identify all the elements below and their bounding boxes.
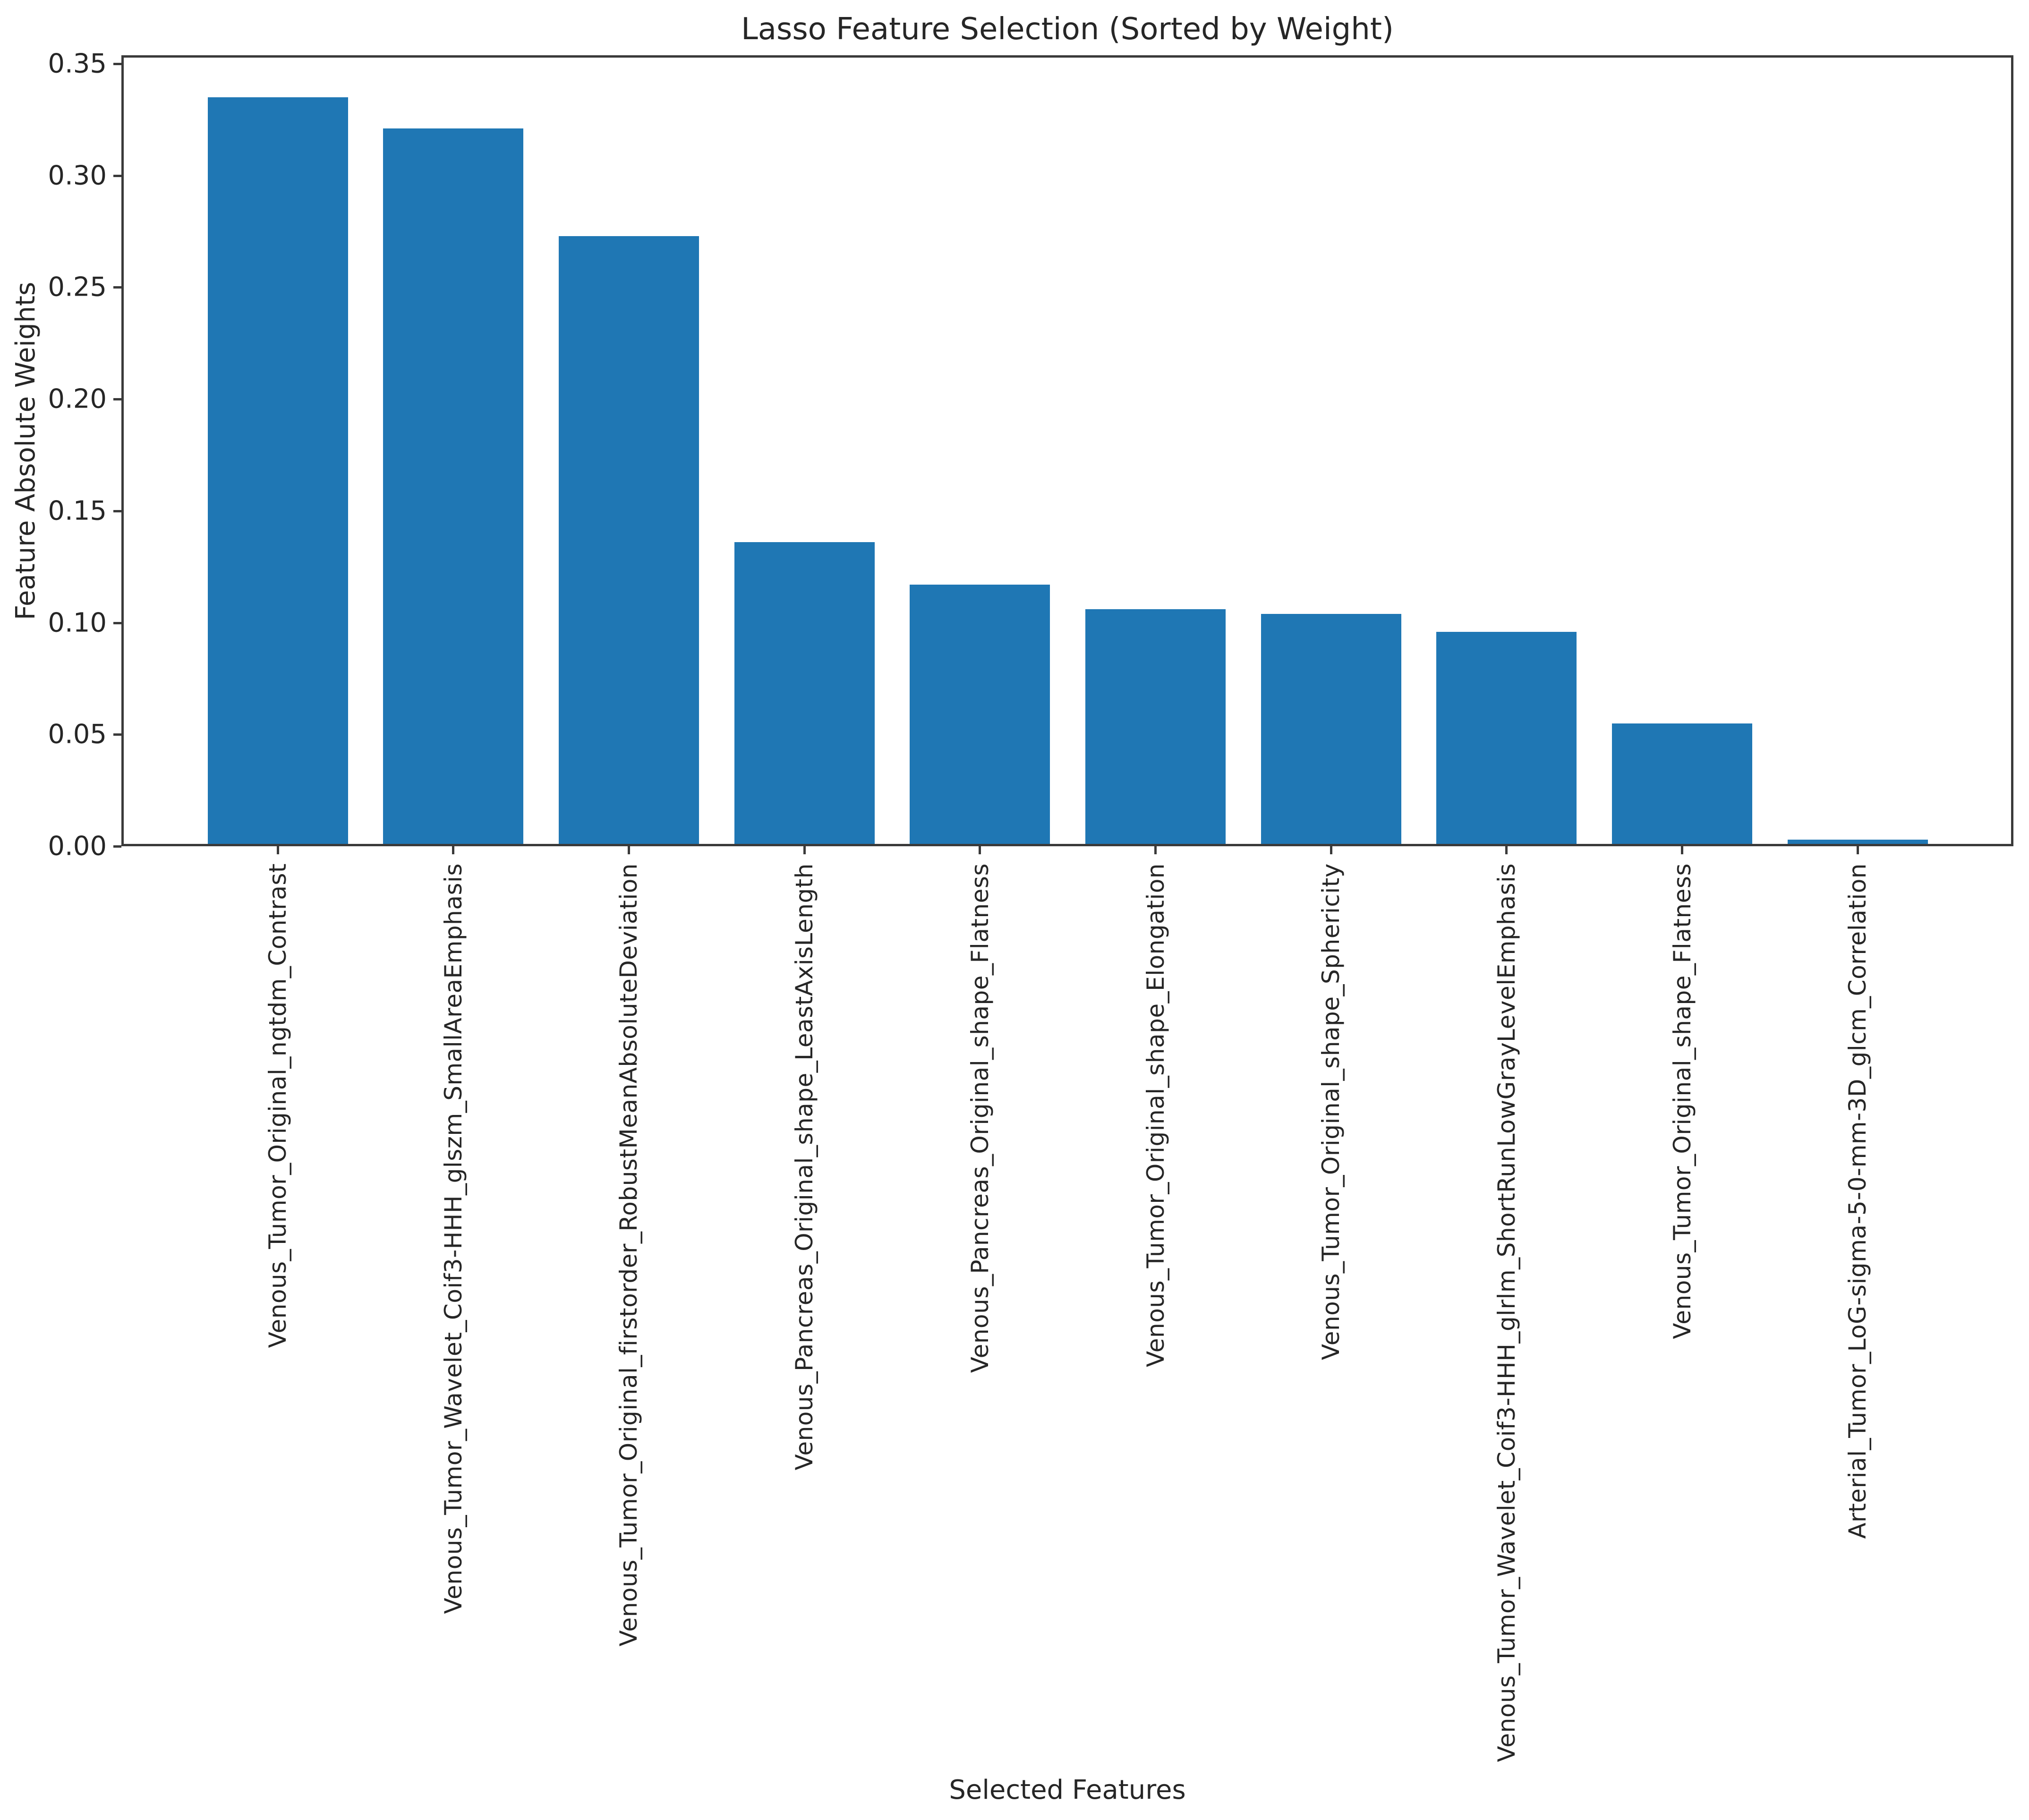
y-tick-label: 0.10 <box>48 607 107 638</box>
y-tick <box>113 510 121 512</box>
x-tick-label: Venous_Tumor_Original_shape_Flatness <box>1669 863 1696 1339</box>
x-tick-label: Venous_Tumor_Original_shape_Sphericity <box>1317 863 1345 1361</box>
bar <box>1085 609 1226 846</box>
x-tick <box>979 846 981 854</box>
bar <box>383 128 523 846</box>
x-tick-label: Venous_Pancreas_Original_shape_LeastAxis… <box>791 863 818 1471</box>
y-axis-label: Feature Absolute Weights <box>10 281 41 621</box>
x-tick <box>452 846 454 854</box>
bar <box>910 585 1050 846</box>
chart-title: Lasso Feature Selection (Sorted by Weigh… <box>741 12 1394 47</box>
y-tick <box>113 63 121 65</box>
bar <box>1261 614 1401 846</box>
y-tick <box>113 845 121 848</box>
x-tick-label: Venous_Tumor_Original_ngtdm_Contrast <box>264 863 291 1348</box>
plot-area-frame <box>121 55 2013 846</box>
x-tick <box>1681 846 1683 854</box>
y-tick <box>113 175 121 177</box>
x-tick <box>277 846 279 854</box>
bar <box>1612 723 1752 846</box>
x-tick-label: Venous_Tumor_Wavelet_Coif3-HHH_glszm_Sma… <box>440 863 467 1614</box>
x-tick <box>628 846 630 854</box>
bar <box>208 97 348 846</box>
bar <box>1436 632 1577 846</box>
x-tick <box>1154 846 1157 854</box>
x-tick-label: Venous_Tumor_Original_firstorder_RobustM… <box>615 863 642 1647</box>
y-tick <box>113 733 121 736</box>
x-tick-label: Venous_Tumor_Original_shape_Elongation <box>1142 863 1169 1368</box>
y-tick <box>113 398 121 400</box>
y-tick <box>113 622 121 624</box>
x-tick <box>1857 846 1859 854</box>
x-tick-label: Arterial_Tumor_LoG-sigma-5-0-mm-3D_glcm_… <box>1844 863 1871 1539</box>
y-tick-label: 0.25 <box>48 272 107 303</box>
y-tick-label: 0.35 <box>48 48 107 79</box>
y-tick <box>113 286 121 289</box>
x-tick <box>1505 846 1508 854</box>
bar <box>559 236 699 846</box>
y-tick-label: 0.00 <box>48 831 107 862</box>
y-tick-label: 0.20 <box>48 383 107 415</box>
bar <box>734 542 875 846</box>
y-tick-label: 0.15 <box>48 495 107 527</box>
x-tick-label: Venous_Tumor_Wavelet_Coif3-HHH_glrlm_Sho… <box>1493 863 1520 1762</box>
x-tick <box>1330 846 1332 854</box>
x-tick-label: Venous_Pancreas_Original_shape_Flatness <box>966 863 994 1373</box>
x-axis-label: Selected Features <box>949 1775 1186 1805</box>
y-tick-label: 0.30 <box>48 160 107 191</box>
x-tick <box>803 846 806 854</box>
y-tick-label: 0.05 <box>48 719 107 750</box>
